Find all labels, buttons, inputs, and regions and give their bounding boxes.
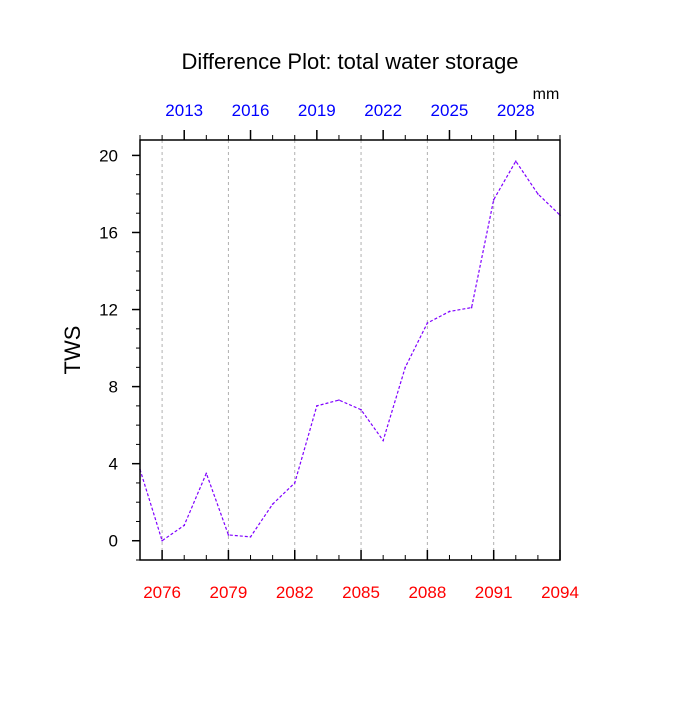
series-line-0 (139, 160, 561, 542)
y-tick-label: 16 (99, 223, 118, 242)
x-bottom-tick-label: 2085 (342, 583, 380, 602)
x-top-tick-label: 2022 (364, 101, 402, 120)
x-bottom-tick-label: 2094 (541, 583, 579, 602)
data-point (426, 322, 429, 324)
units-label: mm (533, 86, 560, 103)
data-point (316, 405, 318, 407)
data-point (293, 482, 296, 484)
x-top-tick-label: 2019 (298, 101, 336, 120)
x-bottom-tick-label: 2091 (475, 583, 513, 602)
data-point (249, 536, 252, 538)
x-bottom-tick-label: 2079 (210, 583, 248, 602)
data-point (448, 310, 451, 313)
data-point (492, 198, 495, 201)
data-point (360, 408, 362, 411)
chart-title: Difference Plot: total water storage (181, 49, 518, 74)
grid-layer (161, 140, 495, 560)
y-tick-label: 12 (99, 301, 118, 320)
data-point (537, 193, 539, 195)
x-bottom-tick-label: 2076 (143, 583, 181, 602)
data-point (205, 472, 208, 475)
y-axis-label: TWS (60, 326, 85, 375)
data-point (271, 503, 274, 505)
x-top-tick-label: 2013 (165, 101, 203, 120)
data-point (161, 539, 163, 542)
y-tick-label: 4 (109, 455, 118, 474)
y-tick-label: 20 (99, 146, 118, 165)
data-point (183, 524, 186, 527)
x-top-tick-label: 2016 (232, 101, 270, 120)
data-point (382, 439, 384, 442)
y-tick-label: 8 (109, 378, 118, 397)
series-layer (139, 160, 561, 542)
data-point (404, 366, 407, 369)
y-tick-label: 0 (109, 532, 118, 551)
data-point (338, 399, 340, 401)
x-bottom-tick-label: 2082 (276, 583, 314, 602)
data-point (470, 306, 473, 309)
data-point (514, 160, 517, 162)
x-top-tick-label: 2028 (497, 101, 535, 120)
x-top-tick-label: 2025 (431, 101, 469, 120)
data-point (227, 534, 230, 536)
x-bottom-tick-label: 2088 (408, 583, 446, 602)
plot-frame (139, 139, 561, 561)
